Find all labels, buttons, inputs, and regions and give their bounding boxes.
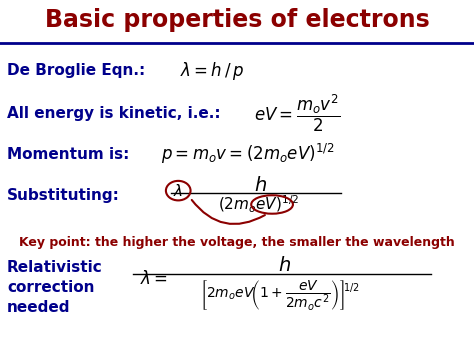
Text: $h$: $h$ <box>254 176 267 195</box>
Text: Substituting:: Substituting: <box>7 188 120 203</box>
Text: $(2m_o eV)^{1/2}$: $(2m_o eV)^{1/2}$ <box>218 193 299 215</box>
Text: All energy is kinetic, i.e.:: All energy is kinetic, i.e.: <box>7 106 221 121</box>
Text: Relativistic
correction
needed: Relativistic correction needed <box>7 260 103 315</box>
Text: $p = m_o v = (2m_o eV)^{1/2}$: $p = m_o v = (2m_o eV)^{1/2}$ <box>161 142 335 166</box>
Text: $h$: $h$ <box>278 256 291 275</box>
Text: $\lambda =$: $\lambda =$ <box>140 270 168 288</box>
Text: De Broglie Eqn.:: De Broglie Eqn.: <box>7 64 146 78</box>
Text: $\lambda = h\,/\,p$: $\lambda = h\,/\,p$ <box>180 60 245 82</box>
Text: $\lambda$: $\lambda$ <box>173 183 183 199</box>
Text: Basic properties of electrons: Basic properties of electrons <box>45 7 429 32</box>
Text: Momentum is:: Momentum is: <box>7 147 129 162</box>
Text: $eV = \dfrac{m_o v^2}{2}$: $eV = \dfrac{m_o v^2}{2}$ <box>254 93 340 134</box>
Text: Key point: the higher the voltage, the smaller the wavelength: Key point: the higher the voltage, the s… <box>19 236 455 248</box>
Text: $\left[2m_o eV\!\left(1+\dfrac{eV}{2m_o c^2}\right)\right]^{\!1/2}$: $\left[2m_o eV\!\left(1+\dfrac{eV}{2m_o … <box>200 278 360 312</box>
